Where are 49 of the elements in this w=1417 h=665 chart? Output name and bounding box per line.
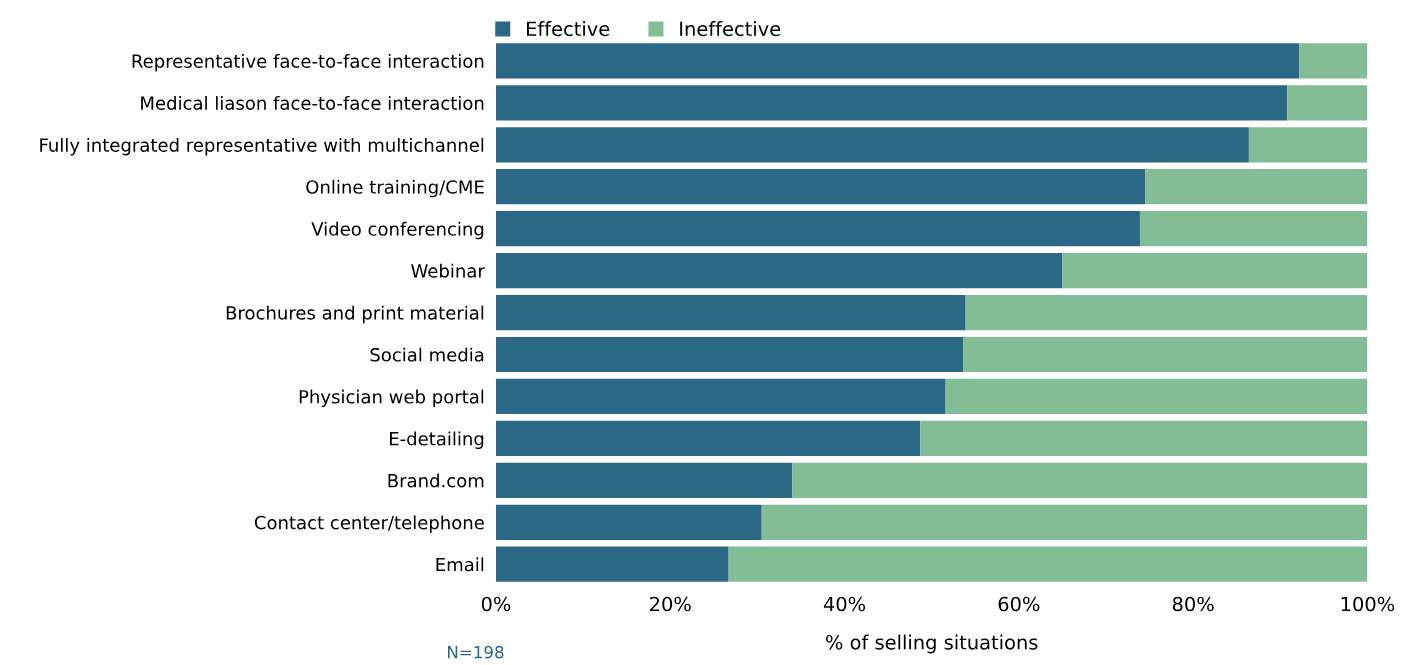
bar (495, 378, 946, 415)
bar (495, 85, 1288, 121)
text: N=198 (447, 645, 504, 659)
x-tick-label: 0% (481, 596, 511, 612)
bar (1299, 43, 1368, 79)
bar (728, 546, 1368, 582)
x-axis-title: % of selling situations (826, 634, 1038, 654)
bar (1248, 127, 1368, 163)
bar (1287, 85, 1368, 121)
bar (1139, 211, 1368, 247)
y-tick-label: Online training/CME (306, 179, 484, 198)
bar (495, 252, 1063, 289)
x-tick-label: 20% (650, 596, 691, 612)
bar (1145, 169, 1368, 205)
bar (965, 294, 1368, 331)
y-tick-label: Physician web portal (299, 389, 484, 408)
y-tick-label: Fully integrated representative with multichannel (40, 137, 484, 156)
y-tick-label: E-detailing (390, 431, 484, 449)
bar (495, 504, 762, 540)
y-tick-label: Brochures and print material (226, 305, 484, 324)
x-tick-label: 100% (1341, 596, 1395, 612)
y-tick-label: Video conferencing (311, 221, 484, 240)
bar (761, 504, 1368, 540)
legend-label: Effective (527, 21, 610, 37)
x-tick-label: 60% (998, 596, 1040, 612)
y-tick-label: Webinar (411, 263, 485, 278)
y-tick-label: Contact center/telephone (254, 515, 484, 533)
x-tick-label: 80% (1172, 596, 1214, 612)
bar (495, 462, 793, 498)
bar (495, 211, 1140, 247)
y-tick-label: Representative face-to-face interaction (132, 54, 484, 72)
bar (495, 127, 1249, 163)
x-tick-label: 40% (823, 596, 866, 612)
y-tick-label: Social media (370, 347, 484, 362)
bar (495, 336, 964, 373)
bar (495, 546, 729, 582)
bar (945, 378, 1368, 415)
bar (495, 169, 1146, 205)
bar (1062, 252, 1368, 289)
bar (792, 462, 1368, 498)
bar (495, 294, 966, 331)
y-tick-label: Medical liason face-to-face interaction (141, 95, 484, 110)
bar (920, 420, 1368, 457)
bar (963, 336, 1368, 373)
bar (495, 43, 1300, 79)
y-tick-label: Brand.com (388, 473, 484, 488)
y-tick-label: Email (436, 557, 484, 572)
legend-label: Ineffective (680, 21, 781, 37)
bar (495, 420, 921, 457)
